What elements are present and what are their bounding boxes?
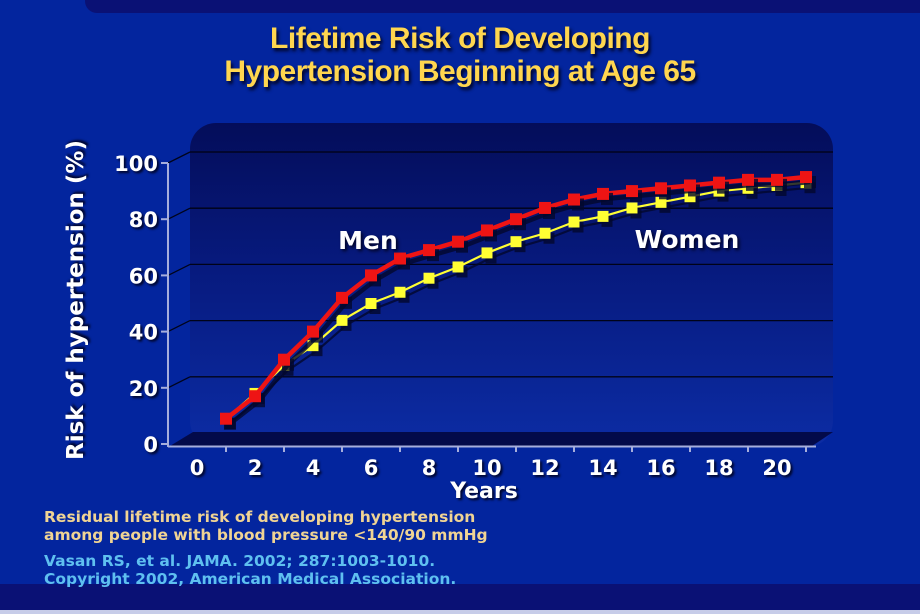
top-accent-bar [85, 0, 920, 13]
x-tick-label: 16 [646, 456, 675, 480]
women-marker [307, 340, 319, 352]
men-marker [510, 213, 522, 226]
men-marker [626, 185, 638, 198]
men-marker [278, 353, 290, 366]
men-marker [452, 235, 464, 248]
men-marker [394, 252, 406, 265]
women-series-label: Women [635, 225, 740, 254]
citation-line-2: Copyright 2002, American Medical Associa… [44, 570, 457, 588]
x-tick-label: 4 [306, 456, 321, 480]
citation-line-1: Vasan RS, et al. JAMA. 2002; 287:1003-10… [44, 552, 436, 570]
y-tick-label: 100 [114, 152, 158, 176]
y-tick-label: 0 [143, 433, 158, 457]
slide-title: Lifetime Risk of Developing Hypertension… [0, 22, 920, 88]
gridline-connector [167, 151, 191, 164]
y-tick-label: 80 [129, 208, 158, 232]
women-marker [568, 216, 580, 228]
men-marker [336, 291, 348, 304]
x-tick-label: 10 [472, 456, 501, 480]
women-marker [394, 286, 406, 298]
men-marker [539, 201, 551, 214]
title-line-2: Hypertension Beginning at Age 65 [224, 55, 696, 88]
women-marker [655, 196, 667, 208]
women-marker [539, 227, 551, 239]
men-marker [307, 325, 319, 338]
y-tick-label: 20 [129, 377, 158, 401]
women-marker [365, 298, 377, 309]
men-marker [481, 224, 493, 237]
men-series-label: Men [338, 226, 398, 255]
men-marker [423, 244, 435, 257]
x-tick-label: 20 [762, 456, 791, 480]
men-marker [771, 173, 783, 186]
gridline-connector [167, 263, 191, 276]
men-marker [800, 171, 812, 184]
men-marker [249, 390, 261, 403]
women-marker [684, 191, 696, 203]
x-tick-label: 14 [588, 456, 617, 480]
y-tick-label: 60 [129, 264, 158, 288]
x-tick-label: 12 [530, 456, 559, 480]
x-tick-label: 18 [704, 456, 733, 480]
chart-floor [170, 432, 833, 446]
x-tick-label: 0 [190, 456, 205, 480]
women-marker [481, 247, 493, 259]
x-tick-label: 2 [248, 456, 263, 480]
bottom-edge-strip [0, 610, 920, 614]
y-tick-label: 40 [129, 321, 158, 345]
x-tick-label: 6 [364, 456, 379, 480]
women-marker [510, 236, 522, 248]
x-axis-title: Years [450, 479, 518, 504]
x-tick-label: 8 [422, 456, 437, 480]
men-marker [220, 412, 232, 425]
men-marker [655, 182, 667, 195]
men-marker [365, 269, 377, 282]
women-marker [452, 261, 464, 273]
men-marker [597, 187, 609, 200]
women-marker [336, 314, 348, 326]
citation: Vasan RS, et al. JAMA. 2002; 287:1003-10… [44, 552, 456, 588]
men-marker [742, 173, 754, 186]
title-line-1: Lifetime Risk of Developing [270, 22, 650, 55]
bottom-accent-bar [0, 584, 920, 610]
women-marker [597, 210, 609, 222]
caption-line-2: among people with blood pressure <140/90… [44, 526, 488, 544]
women-marker [626, 202, 638, 214]
men-marker [684, 179, 696, 192]
gridline-connector [167, 207, 191, 220]
caption: Residual lifetime risk of developing hyp… [44, 508, 488, 544]
gridline-connector [167, 376, 191, 389]
women-marker [423, 272, 435, 284]
men-marker [568, 193, 580, 206]
y-axis-title: Risk of hypertension (%) [63, 140, 89, 460]
men-marker [713, 176, 725, 189]
plot-panel [190, 123, 833, 447]
caption-line-1: Residual lifetime risk of developing hyp… [44, 508, 476, 526]
gridline-connector [167, 320, 191, 333]
